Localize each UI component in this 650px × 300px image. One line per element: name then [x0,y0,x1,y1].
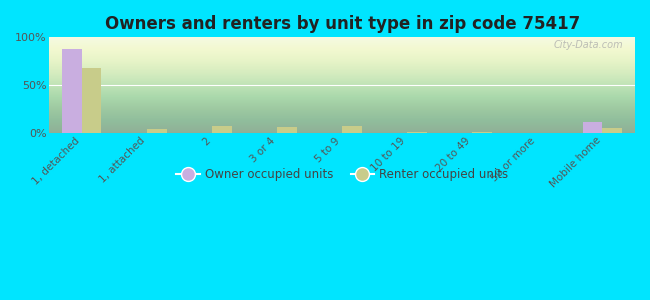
Bar [277,127,296,133]
Bar [82,68,101,133]
Legend: Owner occupied units, Renter occupied units: Owner occupied units, Renter occupied un… [172,164,513,186]
Bar [212,126,231,133]
Bar [408,132,427,133]
Text: City-Data.com: City-Data.com [554,40,623,50]
Bar [583,122,603,133]
Bar [62,49,82,133]
Bar [147,129,166,133]
Bar [603,128,622,133]
Bar [473,132,492,133]
Bar [342,126,361,133]
Title: Owners and renters by unit type in zip code 75417: Owners and renters by unit type in zip c… [105,15,580,33]
